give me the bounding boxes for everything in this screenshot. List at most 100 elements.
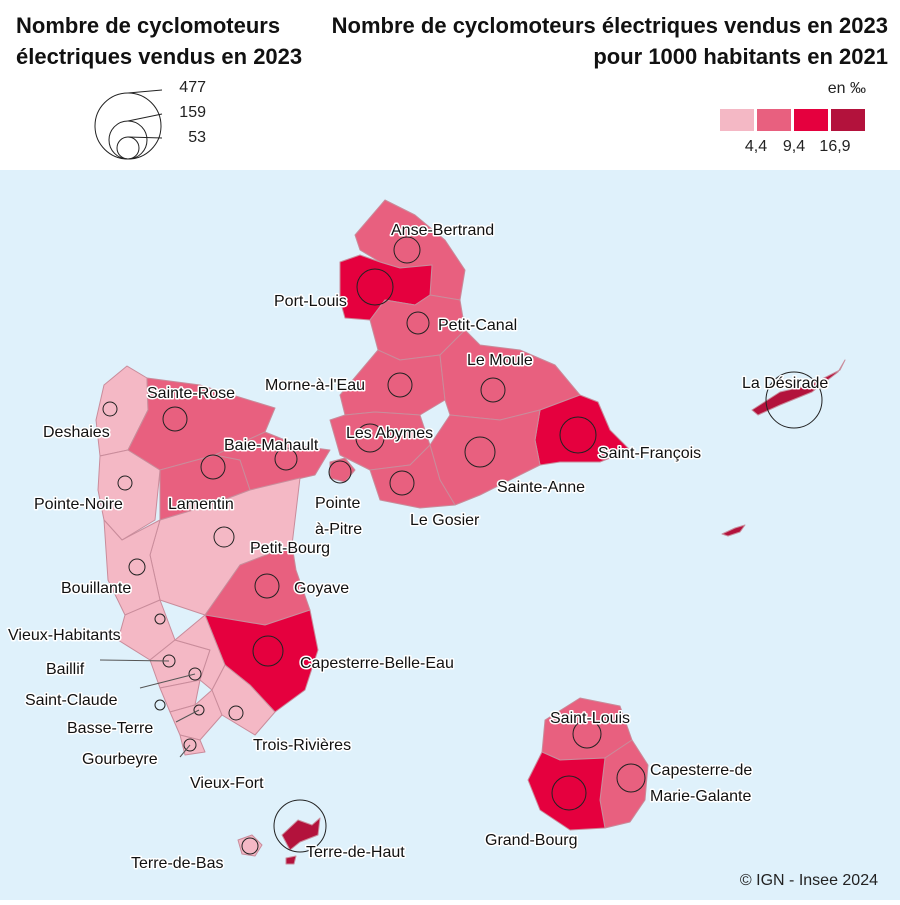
circle-trois-rivieres — [228, 705, 244, 721]
proportional-circles — [102, 236, 823, 855]
leader-lines — [99, 659, 200, 758]
copyright: © IGN - Insee 2024 — [739, 872, 878, 889]
commune-terre-de-haut[interactable] — [281, 817, 321, 851]
map-area: Anse-Bertrand Port-Louis Petit-Canal Le … — [0, 170, 900, 900]
title-right: Nombre de cyclomoteurs électriques vendu… — [331, 13, 888, 69]
legend-break-1: 4,4 — [744, 138, 768, 155]
islet-les-saintes-small[interactable] — [285, 855, 297, 865]
circle-la-desirade — [765, 371, 823, 429]
legend-break-3: 16,9 — [819, 138, 851, 155]
commune-bouillante[interactable] — [103, 519, 161, 616]
circle-le-moule — [480, 377, 506, 403]
legend-unit: en ‰ — [827, 80, 866, 97]
label-capesterre-de-marie-galante-line2: Marie-Galante — [650, 788, 751, 805]
circle-terre-de-haut — [273, 799, 327, 853]
label-gourbeyre: Gourbeyre — [82, 751, 158, 768]
label-baie-mahault: Baie-Mahault — [224, 437, 319, 454]
circle-pointe-a-pitre — [328, 460, 352, 484]
circle-vieux-fort — [183, 738, 197, 752]
label-les-abymes: Les Abymes — [346, 425, 433, 442]
color-legend: en ‰ 4,4 9,4 16,9 — [700, 76, 890, 166]
circle-lamentin — [200, 454, 226, 480]
label-sainte-rose: Sainte-Rose — [147, 385, 235, 402]
legend-swatch-class-4 — [831, 109, 865, 131]
circle-saint-francois — [559, 416, 597, 454]
label-pointe-a-pitre-line2: à-Pitre — [315, 521, 362, 538]
legend-leader-159 — [127, 113, 163, 122]
label-goyave: Goyave — [294, 580, 349, 597]
size-legend-circles — [94, 89, 163, 160]
size-legend: 477 159 53 — [90, 76, 250, 160]
circle-anse-bertrand — [393, 236, 421, 264]
circle-grand-bourg — [551, 775, 587, 811]
circle-baie-mahault — [274, 447, 298, 471]
circle-petit-bourg — [213, 526, 235, 548]
label-vieux-habitants: Vieux-Habitants — [8, 627, 121, 644]
leader-gourbeyre — [179, 744, 191, 758]
circle-petit-canal — [406, 311, 430, 335]
leader-baillif — [99, 659, 170, 662]
header: Nombre de cyclomoteurs électriques vendu… — [0, 0, 900, 170]
label-deshaies: Deshaies — [43, 424, 110, 441]
circle-sainte-rose — [162, 406, 188, 432]
label-saint-louis: Saint-Louis — [550, 710, 630, 727]
leader-basse-terre — [175, 709, 200, 723]
label-lamentin: Lamentin — [168, 496, 234, 513]
circle-le-gosier — [389, 470, 415, 496]
label-basse-terre: Basse-Terre — [67, 720, 153, 737]
legend-swatch-class-3 — [794, 109, 828, 131]
circle-saint-louis — [572, 719, 602, 749]
label-pointe-noire: Pointe-Noire — [34, 496, 123, 513]
label-terre-de-haut: Terre-de-Haut — [306, 844, 405, 861]
label-le-moule: Le Moule — [467, 352, 533, 369]
label-capesterre-belle-eau: Capesterre-Belle-Eau — [300, 655, 454, 672]
circle-sainte-anne — [464, 436, 496, 468]
legend-circle-477 — [94, 92, 162, 160]
circle-morne-a-l-eau — [387, 372, 413, 398]
legend-leader-477 — [127, 89, 163, 94]
legend-value-159: 159 — [179, 104, 206, 121]
title-left: Nombre de cyclomoteurs électriques vendu… — [16, 13, 303, 69]
circle-capesterre-belle-eau — [252, 635, 284, 667]
circle-capesterre-de-marie-galante — [616, 763, 646, 793]
legend-value-477: 477 — [179, 79, 206, 96]
label-pointe-a-pitre-line1: Pointe — [315, 495, 360, 512]
label-bouillante: Bouillante — [61, 580, 131, 597]
legend-swatch-class-1 — [720, 109, 754, 131]
leader-saint-claude — [139, 673, 196, 689]
label-saint-claude: Saint-Claude — [25, 692, 118, 709]
commune-trois-rivieres[interactable] — [211, 664, 276, 736]
circle-port-louis — [356, 268, 394, 306]
circle-vieux-habitants — [154, 613, 166, 625]
label-le-gosier: Le Gosier — [410, 512, 480, 529]
circle-gourbeyre — [193, 704, 205, 716]
commune-baie-mahault[interactable] — [214, 431, 331, 491]
label-petit-bourg: Petit-Bourg — [250, 540, 330, 557]
circle-deshaies — [102, 401, 118, 417]
legend-swatch-class-2 — [757, 109, 791, 131]
circle-saint-claude — [188, 667, 202, 681]
label-anse-bertrand: Anse-Bertrand — [391, 222, 494, 239]
label-port-louis: Port-Louis — [274, 293, 347, 310]
legend-leader-53 — [127, 136, 163, 139]
commune-grand-bourg[interactable] — [527, 751, 606, 831]
circle-pointe-noire — [117, 475, 133, 491]
legend-circle-159 — [108, 120, 148, 160]
circle-les-abymes — [355, 423, 385, 453]
label-petit-canal: Petit-Canal — [438, 317, 517, 334]
legend-break-2: 9,4 — [782, 138, 806, 155]
commune-la-desirade[interactable] — [751, 359, 846, 416]
circle-bouillante — [128, 558, 146, 576]
label-morne-a-l-eau: Morne-à-l'Eau — [265, 377, 365, 394]
circle-goyave — [254, 573, 280, 599]
legend-value-53: 53 — [188, 129, 206, 146]
label-sainte-anne: Sainte-Anne — [497, 479, 585, 496]
label-vieux-fort: Vieux-Fort — [190, 775, 264, 792]
label-baillif: Baillif — [46, 661, 85, 678]
islet-petite-terre[interactable] — [721, 524, 746, 537]
map-svg: Anse-Bertrand Port-Louis Petit-Canal Le … — [7, 199, 846, 874]
label-saint-francois: Saint-François — [598, 445, 701, 462]
label-la-desirade: La Désirade — [742, 375, 828, 392]
label-terre-de-bas: Terre-de-Bas — [131, 855, 223, 872]
circle-basse-terre — [154, 699, 166, 711]
